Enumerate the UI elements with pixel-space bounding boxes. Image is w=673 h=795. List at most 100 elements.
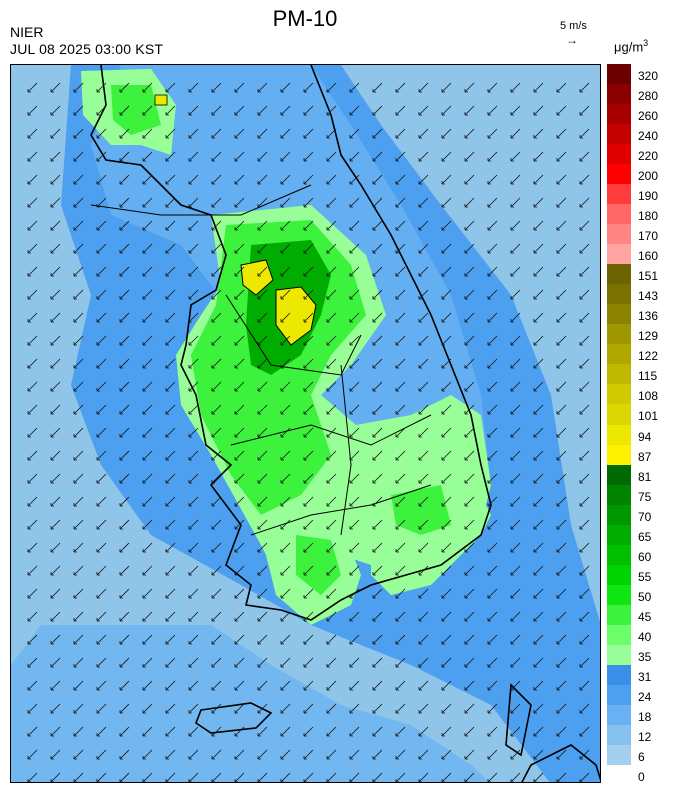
- wind-arrow-icon: [96, 289, 107, 300]
- wind-arrow-icon: [441, 381, 452, 392]
- wind-arrow-icon: [418, 266, 429, 277]
- wind-arrow-icon: [280, 450, 291, 461]
- peninsula-coastline: [90, 65, 492, 621]
- wind-arrow-icon: [579, 634, 590, 645]
- wind-arrow-icon: [579, 404, 590, 415]
- wind-arrow-icon: [533, 404, 544, 415]
- wind-arrow-icon: [349, 450, 360, 461]
- wind-arrow-icon: [556, 82, 567, 93]
- wind-arrow-icon: [50, 105, 61, 116]
- wind-arrow-icon: [556, 450, 567, 461]
- wind-arrow-icon: [234, 220, 245, 231]
- wind-arrow-icon: [441, 128, 452, 139]
- wind-arrow-icon: [418, 519, 429, 530]
- legend-swatch: [607, 324, 631, 345]
- wind-arrow-icon: [96, 105, 107, 116]
- wind-arrow-icon: [188, 473, 199, 484]
- wind-arrow-icon: [142, 703, 153, 714]
- wind-arrow-icon: [280, 243, 291, 254]
- wind-arrow-icon: [303, 105, 314, 116]
- wind-arrow-icon: [257, 427, 268, 438]
- wind-arrow-icon: [510, 726, 521, 737]
- wind-arrow-icon: [349, 404, 360, 415]
- wind-arrow-icon: [96, 588, 107, 599]
- wind-arrow-icon: [533, 542, 544, 553]
- wind-arrow-icon: [280, 519, 291, 530]
- legend-swatch: [607, 744, 631, 766]
- legend-label: 18: [638, 709, 652, 724]
- wind-arrow-icon: [119, 427, 130, 438]
- wind-arrow-icon: [27, 197, 38, 208]
- wind-arrow-icon: [326, 220, 337, 231]
- legend-label: 160: [638, 249, 659, 264]
- wind-arrow-icon: [142, 473, 153, 484]
- yellow-region-east: [275, 286, 317, 346]
- green-region-south-dark: [296, 535, 341, 595]
- wind-arrow-icon: [326, 749, 337, 760]
- wind-arrow-icon: [487, 726, 498, 737]
- wind-arrow-icon: [326, 197, 337, 208]
- wind-arrow-icon: [50, 749, 61, 760]
- wind-arrow-icon: [441, 404, 452, 415]
- wind-arrow-icon: [533, 105, 544, 116]
- wind-arrow-icon: [73, 565, 84, 576]
- wind-arrow-icon: [464, 174, 475, 185]
- wind-arrow-icon: [464, 82, 475, 93]
- wind-arrow-icon: [96, 680, 107, 691]
- wind-arrow-icon: [464, 381, 475, 392]
- wind-arrow-icon: [579, 496, 590, 507]
- wind-arrow-icon: [372, 473, 383, 484]
- wind-arrow-icon: [27, 381, 38, 392]
- wind-arrow-icon: [395, 289, 406, 300]
- wind-arrow-icon: [27, 220, 38, 231]
- wind-arrow-icon: [303, 542, 314, 553]
- legend-label: 55: [638, 569, 652, 584]
- legend-swatch: [607, 624, 631, 646]
- wind-arrow-icon: [349, 680, 360, 691]
- wind-arrow-icon: [188, 381, 199, 392]
- wind-arrow-icon: [303, 243, 314, 254]
- wind-arrow-icon: [579, 749, 590, 760]
- wind-arrow-icon: [372, 726, 383, 737]
- wind-arrow-icon: [441, 335, 452, 346]
- wind-arrow-icon: [487, 174, 498, 185]
- wind-arrow-icon: [487, 588, 498, 599]
- wind-arrow-icon: [395, 450, 406, 461]
- wind-arrow-icon: [257, 105, 268, 116]
- wind-arrow-icon: [257, 703, 268, 714]
- wind-arrow-icon: [73, 335, 84, 346]
- wind-arrow-icon: [234, 726, 245, 737]
- wind-arrow-icon: [556, 289, 567, 300]
- wind-arrow-icon: [165, 565, 176, 576]
- legend-label: 280: [638, 89, 659, 104]
- legend-label: 129: [638, 329, 659, 344]
- wind-arrow-icon: [303, 197, 314, 208]
- wind-arrow-icon: [579, 519, 590, 530]
- wind-arrow-icon: [280, 381, 291, 392]
- wind-arrow-icon: [165, 588, 176, 599]
- legend-label: 122: [638, 349, 659, 364]
- wind-arrow-icon: [349, 473, 360, 484]
- wind-arrow-icon: [510, 772, 521, 782]
- wind-arrow-icon: [349, 220, 360, 231]
- legend-swatch: [607, 84, 631, 105]
- wind-arrow-icon: [142, 565, 153, 576]
- wind-arrow-icon: [487, 680, 498, 691]
- wind-arrow-icon: [418, 565, 429, 576]
- wind-arrow-icon: [579, 151, 590, 162]
- wind-arrow-icon: [303, 128, 314, 139]
- wind-arrow-icon: [280, 197, 291, 208]
- wind-arrow-icon: [73, 450, 84, 461]
- wind-arrow-icon: [395, 266, 406, 277]
- wind-arrow-icon: [533, 220, 544, 231]
- wind-arrow-icon: [211, 634, 222, 645]
- wind-arrow-icon: [234, 335, 245, 346]
- wind-arrow-icon: [303, 312, 314, 323]
- wind-arrow-icon: [188, 105, 199, 116]
- wind-arrow-icon: [533, 565, 544, 576]
- wind-arrow-icon: [142, 496, 153, 507]
- wind-arrow-icon: [487, 197, 498, 208]
- wind-arrow-icon: [165, 519, 176, 530]
- wind-arrow-icon: [579, 289, 590, 300]
- wind-arrow-icon: [441, 703, 452, 714]
